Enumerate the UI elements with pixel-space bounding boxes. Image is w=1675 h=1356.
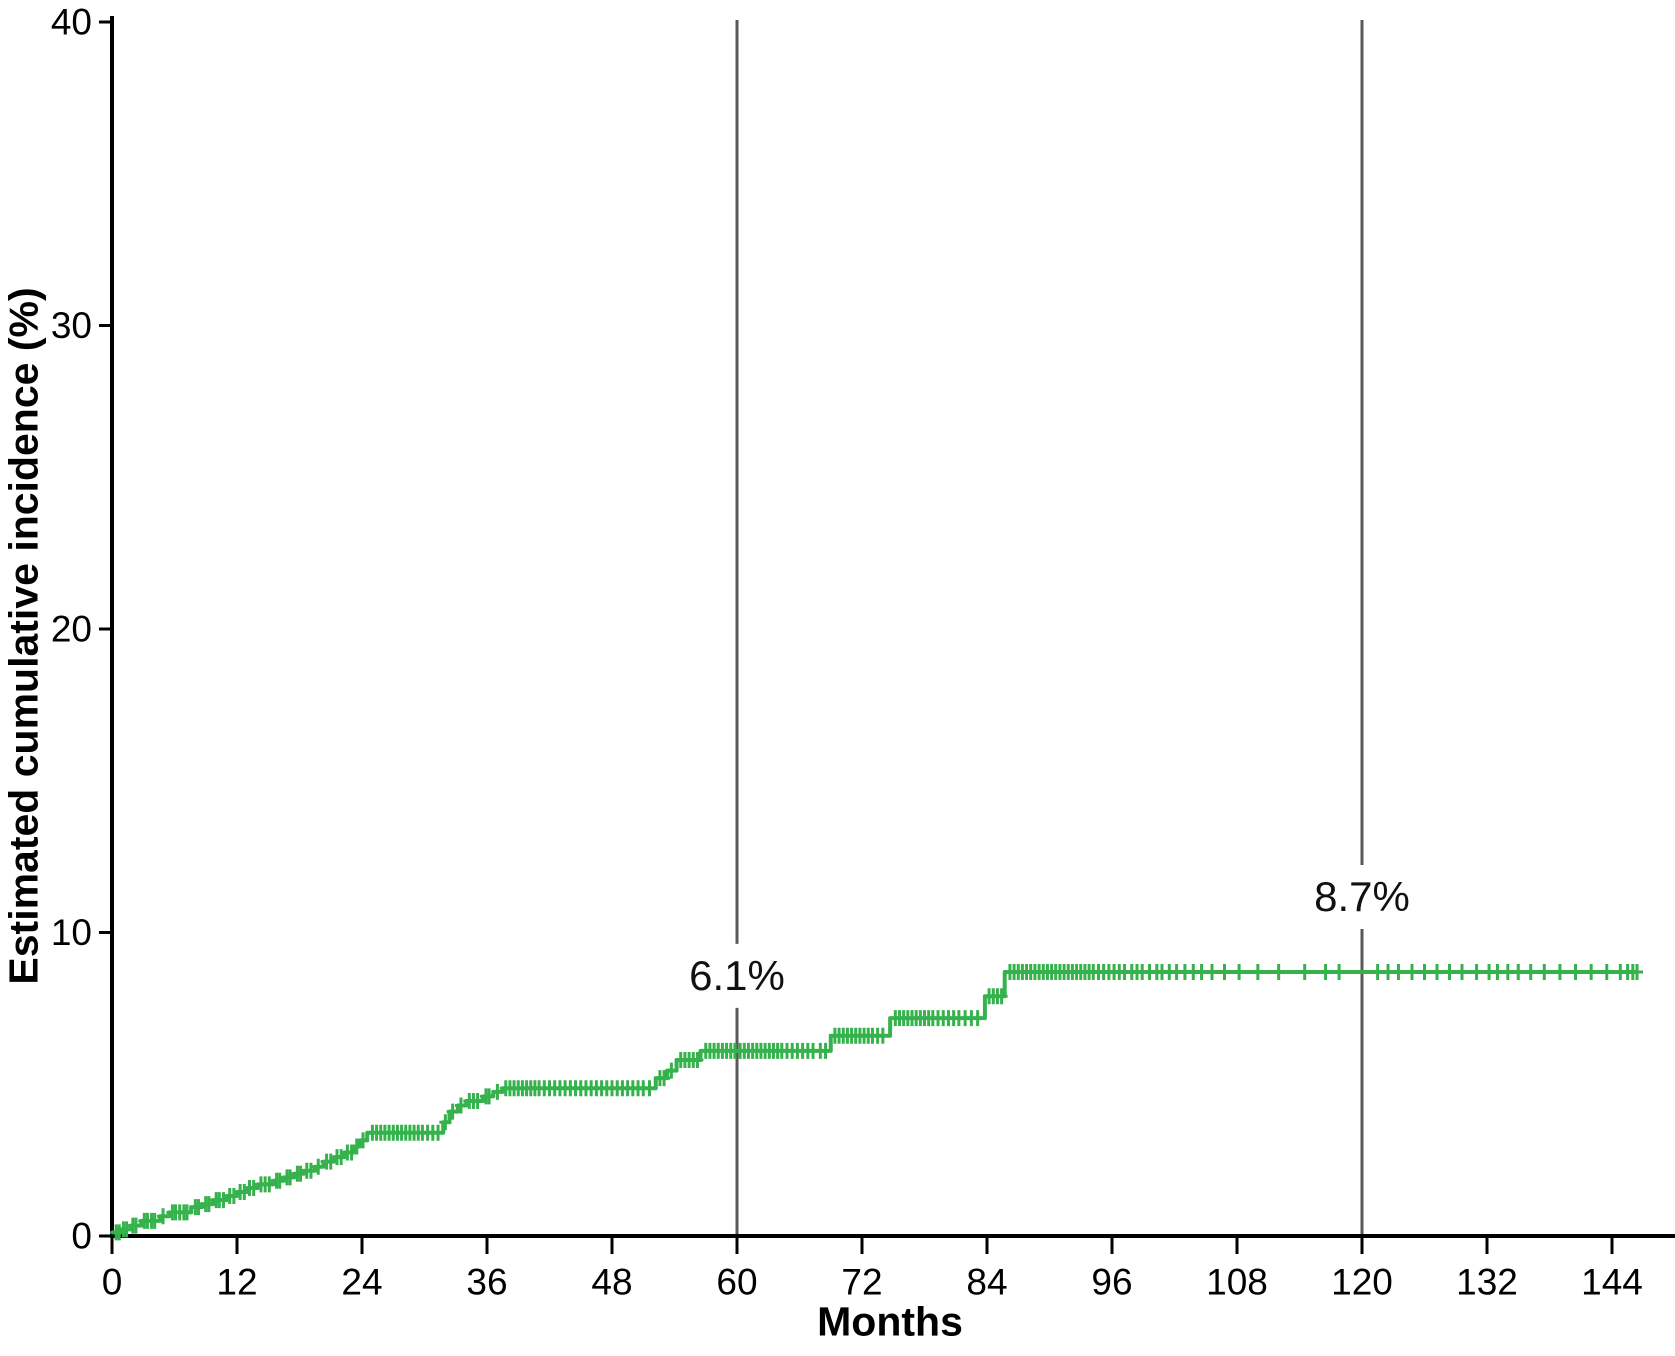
x-tick-label: 48 bbox=[591, 1262, 632, 1303]
y-tick-label: 0 bbox=[71, 1216, 92, 1257]
annotation-6-1-percent: 6.1% bbox=[689, 952, 785, 999]
x-tick-label: 12 bbox=[216, 1262, 257, 1303]
y-tick-label: 10 bbox=[51, 912, 92, 953]
x-tick-label: 36 bbox=[466, 1262, 507, 1303]
x-tick-label: 144 bbox=[1581, 1262, 1643, 1303]
y-tick-label: 20 bbox=[51, 609, 92, 650]
x-tick-label: 72 bbox=[841, 1262, 882, 1303]
x-axis-title: Months bbox=[817, 1298, 963, 1345]
y-tick-label: 40 bbox=[51, 2, 92, 43]
y-tick-label: 30 bbox=[51, 305, 92, 346]
x-tick-label: 24 bbox=[341, 1262, 382, 1303]
annotation-8-7-percent: 8.7% bbox=[1314, 873, 1410, 920]
x-tick-label: 132 bbox=[1456, 1262, 1518, 1303]
incidence-step-curve bbox=[112, 969, 1639, 1235]
x-tick-label: 84 bbox=[966, 1262, 1007, 1303]
y-axis-title: Estimated cumulative incidence (%) bbox=[0, 287, 47, 985]
censor-marks bbox=[110, 963, 1643, 1241]
x-tick-label: 108 bbox=[1206, 1262, 1268, 1303]
x-tick-label: 0 bbox=[102, 1262, 123, 1303]
x-tick-label: 60 bbox=[716, 1262, 757, 1303]
x-tick-label: 96 bbox=[1091, 1262, 1132, 1303]
x-tick-label: 120 bbox=[1331, 1262, 1393, 1303]
